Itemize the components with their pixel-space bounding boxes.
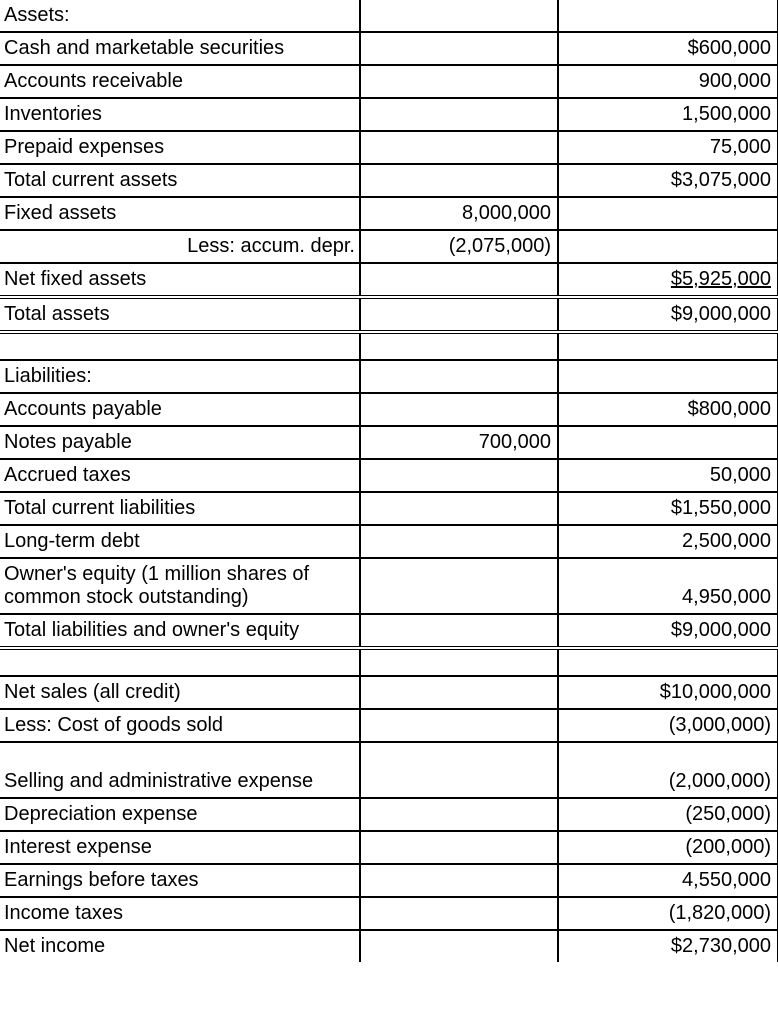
table-row: Depreciation expense (250,000): [0, 798, 778, 831]
row-label: Interest expense: [0, 831, 360, 864]
table-row: Net fixed assets $5,925,000: [0, 263, 778, 297]
row-value: $3,075,000: [558, 164, 778, 197]
row-mid: 8,000,000: [360, 197, 558, 230]
table-row: Less: accum. depr. (2,075,000): [0, 230, 778, 263]
table-row: Cash and marketable securities $600,000: [0, 32, 778, 65]
row-value: (250,000): [558, 798, 778, 831]
table-row: Inventories 1,500,000: [0, 98, 778, 131]
row-value: (2,000,000): [558, 742, 778, 798]
row-label: Notes payable: [0, 426, 360, 459]
row-mid: (2,075,000): [360, 230, 558, 263]
row-label: Depreciation expense: [0, 798, 360, 831]
table-row: Net sales (all credit) $10,000,000: [0, 676, 778, 709]
row-value: $5,925,000: [671, 268, 771, 290]
row-value: 4,550,000: [558, 864, 778, 897]
row-value: 4,950,000: [558, 558, 778, 614]
financial-statement-table: Assets: Cash and marketable securities $…: [0, 0, 778, 962]
row-label: Total current assets: [0, 164, 360, 197]
row-value: (3,000,000): [558, 709, 778, 742]
table-row: Total current liabilities $1,550,000: [0, 492, 778, 525]
row-value: 1,500,000: [558, 98, 778, 131]
row-label: Income taxes: [0, 897, 360, 930]
table-row: Accounts payable $800,000: [0, 393, 778, 426]
table-row: Notes payable 700,000: [0, 426, 778, 459]
table-row: Owner's equity (1 million shares of comm…: [0, 558, 778, 614]
row-value: 50,000: [558, 459, 778, 492]
row-value: 2,500,000: [558, 525, 778, 558]
table-row: Selling and administrative expense (2,00…: [0, 742, 778, 798]
table-row: Total current assets $3,075,000: [0, 164, 778, 197]
table-row: Liabilities:: [0, 360, 778, 393]
row-mid: 700,000: [360, 426, 558, 459]
row-value: 900,000: [558, 65, 778, 98]
liabilities-header: Liabilities:: [0, 360, 360, 393]
row-label: Accounts receivable: [0, 65, 360, 98]
table-row: Total assets $9,000,000: [0, 297, 778, 332]
row-value: (1,820,000): [558, 897, 778, 930]
row-value: $10,000,000: [558, 676, 778, 709]
row-label: Long-term debt: [0, 525, 360, 558]
row-label: Earnings before taxes: [0, 864, 360, 897]
row-value: $9,000,000: [558, 297, 778, 332]
row-label: Prepaid expenses: [0, 131, 360, 164]
table-row: Accrued taxes 50,000: [0, 459, 778, 492]
spacer-row: [0, 332, 778, 360]
table-row: Assets:: [0, 0, 778, 32]
spacer-row: [0, 648, 778, 676]
table-row: Prepaid expenses 75,000: [0, 131, 778, 164]
row-label: Total current liabilities: [0, 492, 360, 525]
row-value: (200,000): [558, 831, 778, 864]
row-label: Cash and marketable securities: [0, 32, 360, 65]
table-row: Net income $2,730,000: [0, 930, 778, 962]
row-label: Less: Cost of goods sold: [0, 709, 360, 742]
row-label: Fixed assets: [0, 197, 360, 230]
table-row: Long-term debt 2,500,000: [0, 525, 778, 558]
row-value: 75,000: [558, 131, 778, 164]
row-label: Inventories: [0, 98, 360, 131]
row-label: Net income: [0, 930, 360, 962]
table-row: Fixed assets 8,000,000: [0, 197, 778, 230]
table-row: Total liabilities and owner's equity $9,…: [0, 614, 778, 648]
row-label: Accounts payable: [0, 393, 360, 426]
row-label: Selling and administrative expense: [0, 742, 360, 798]
row-value: $600,000: [558, 32, 778, 65]
assets-header: Assets:: [0, 0, 360, 32]
row-label: Accrued taxes: [0, 459, 360, 492]
row-label: Owner's equity (1 million shares of comm…: [0, 558, 360, 614]
table-row: Income taxes (1,820,000): [0, 897, 778, 930]
table-row: Interest expense (200,000): [0, 831, 778, 864]
row-label: Net sales (all credit): [0, 676, 360, 709]
row-value: $1,550,000: [558, 492, 778, 525]
row-label: Less: accum. depr.: [0, 230, 360, 263]
table-row: Less: Cost of goods sold (3,000,000): [0, 709, 778, 742]
row-value: $9,000,000: [558, 614, 778, 648]
row-label: Net fixed assets: [0, 263, 360, 297]
table-row: Accounts receivable 900,000: [0, 65, 778, 98]
row-label: Total liabilities and owner's equity: [0, 614, 360, 648]
row-label: Total assets: [0, 297, 360, 332]
row-value: $2,730,000: [558, 930, 778, 962]
row-value: $800,000: [558, 393, 778, 426]
table-row: Earnings before taxes 4,550,000: [0, 864, 778, 897]
